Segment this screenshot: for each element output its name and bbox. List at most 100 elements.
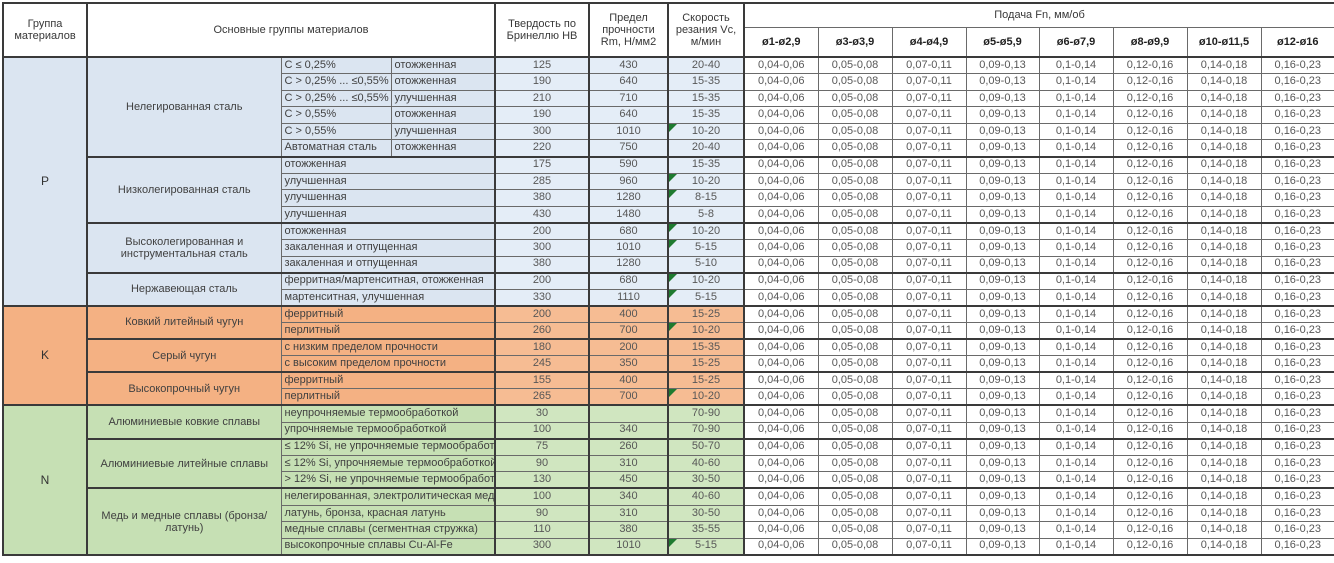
feed-value-cell: 0,05-0,08 — [817, 189, 893, 207]
comment-indicator-icon — [670, 389, 677, 398]
strength-cell: 400 — [588, 304, 669, 323]
feed-value-cell: 0,04-0,06 — [743, 371, 819, 390]
feed-value-cell: 0,05-0,08 — [817, 371, 893, 390]
feed-value-cell: 0,1-0,14 — [1038, 56, 1114, 75]
material-detail-cell: улучшенная — [280, 189, 496, 207]
feed-value-cell: 0,09-0,13 — [965, 304, 1040, 323]
feed-value-cell: 0,1-0,14 — [1038, 355, 1114, 373]
feed-value-cell: 0,16-0,23 — [1260, 371, 1334, 390]
feed-value-cell: 0,12-0,16 — [1112, 338, 1188, 357]
subgroup-cell: Высокопрочный чугун — [86, 371, 282, 406]
feed-value-cell: 0,07-0,11 — [891, 338, 967, 357]
material-detail-cell: с высоким пределом прочности — [280, 355, 496, 373]
feed-value-cell: 0,16-0,23 — [1260, 155, 1334, 174]
material-detail-cell: перлитный — [280, 322, 496, 340]
feed-value-cell: 0,09-0,13 — [965, 504, 1040, 523]
feed-value-cell: 0,07-0,11 — [891, 205, 967, 224]
feed-value-cell: 0,16-0,23 — [1260, 404, 1334, 423]
material-state-cell: отожженная — [390, 139, 496, 158]
cutting-speed-cell: 30-50 — [667, 471, 745, 489]
feed-value-cell: 0,07-0,11 — [891, 56, 967, 75]
feed-value-cell: 0,07-0,11 — [891, 504, 967, 523]
hardness-cell: 75 — [494, 437, 590, 456]
cutting-speed-cell: 70-90 — [667, 421, 745, 440]
feed-value-cell: 0,12-0,16 — [1112, 205, 1188, 224]
feed-value-cell: 0,09-0,13 — [965, 537, 1040, 556]
feed-value-cell: 0,05-0,08 — [817, 421, 893, 440]
strength-cell: 680 — [588, 271, 669, 290]
feed-value-cell: 0,09-0,13 — [965, 73, 1040, 91]
feed-value-cell: 0,16-0,23 — [1260, 172, 1334, 191]
feed-value-cell: 0,07-0,11 — [891, 388, 967, 406]
header-feed-d4: ø5-ø5,9 — [965, 26, 1040, 58]
feed-value-cell: 0,09-0,13 — [965, 454, 1040, 473]
subgroup-cell: Низколегированная сталь — [86, 155, 282, 224]
feed-value-cell: 0,12-0,16 — [1112, 454, 1188, 473]
table-row: улучшенная 285 960 10-20 0,04-0,06 0,05-0,08 0… — [3, 172, 1334, 191]
header-hardness: Твердость по Бринеллю HB — [494, 2, 590, 58]
feed-value-cell: 0,05-0,08 — [817, 355, 893, 373]
feed-value-cell: 0,07-0,11 — [891, 537, 967, 556]
material-detail-cell: ферритный — [280, 304, 496, 323]
strength-cell: 200 — [588, 338, 669, 357]
feed-value-cell: 0,04-0,06 — [743, 322, 819, 340]
feed-value-cell: 0,12-0,16 — [1112, 155, 1188, 174]
table-row: Алюминиевые литейные сплавы ≤ 12% Si, не … — [3, 437, 1334, 489]
feed-value-cell: 0,05-0,08 — [817, 304, 893, 323]
table-row: перлитный 265 700 10-20 0,04-0,06 0,05-0,08 0,… — [3, 388, 1334, 406]
cutting-speed-cell: 10-20 — [667, 122, 745, 141]
subgroup-cell: Алюминиевые ковкие сплавы — [86, 404, 282, 440]
header-feed-d8: ø12-ø16 — [1260, 26, 1334, 58]
feed-value-cell: 0,16-0,23 — [1260, 271, 1334, 290]
material-detail-cell: ≤ 12% Si, упрочняемые термообработкой — [280, 454, 496, 473]
feed-value-cell: 0,09-0,13 — [965, 487, 1040, 506]
feed-value-cell: 0,12-0,16 — [1112, 56, 1188, 75]
feed-value-cell: 0,14-0,18 — [1186, 504, 1262, 523]
feed-value-cell: 0,09-0,13 — [965, 338, 1040, 357]
feed-value-cell: 0,14-0,18 — [1186, 122, 1262, 141]
feed-value-cell: 0,16-0,23 — [1260, 487, 1334, 506]
feed-value-cell: 0,14-0,18 — [1186, 255, 1262, 274]
feed-value-cell: 0,05-0,08 — [817, 56, 893, 75]
feed-value-cell: 0,1-0,14 — [1038, 421, 1114, 440]
feed-value-cell: 0,16-0,23 — [1260, 537, 1334, 556]
subgroup-cell: Высоколегированная и инструментальная ст… — [86, 221, 282, 274]
cutting-speed-cell: 70-90 — [667, 404, 745, 423]
strength-cell: 340 — [588, 487, 669, 506]
feed-value-cell: 0,12-0,16 — [1112, 271, 1188, 290]
feed-value-cell: 0,14-0,18 — [1186, 155, 1262, 174]
feed-value-cell: 0,1-0,14 — [1038, 221, 1114, 241]
feed-value-cell: 0,14-0,18 — [1186, 338, 1262, 357]
feed-value-cell: 0,05-0,08 — [817, 338, 893, 357]
feed-value-cell: 0,1-0,14 — [1038, 388, 1114, 406]
feed-value-cell: 0,14-0,18 — [1186, 537, 1262, 556]
comment-indicator-icon — [670, 124, 677, 132]
feed-value-cell: 0,1-0,14 — [1038, 288, 1114, 307]
hardness-cell: 380 — [494, 255, 590, 274]
feed-value-cell: 0,1-0,14 — [1038, 255, 1114, 274]
feed-value-cell: 0,05-0,08 — [817, 239, 893, 257]
cutting-speed-cell: 15-35 — [667, 106, 745, 124]
feed-value-cell: 0,07-0,11 — [891, 73, 967, 91]
hardness-cell: 110 — [494, 521, 590, 539]
table-row: перлитный 260 700 10-20 0,04-0,06 0,05-0,08 0,… — [3, 322, 1334, 340]
feed-value-cell: 0,16-0,23 — [1260, 139, 1334, 158]
hardness-cell: 300 — [494, 122, 590, 141]
table-row: C > 0,55% отожженная 190 640 15-35 0,04-0,06 0… — [3, 106, 1334, 124]
feed-value-cell: 0,05-0,08 — [817, 322, 893, 340]
strength-cell: 1480 — [588, 205, 669, 224]
cutting-speed-cell: 20-40 — [667, 56, 745, 75]
feed-value-cell: 0,1-0,14 — [1038, 304, 1114, 323]
hardness-cell: 200 — [494, 221, 590, 241]
feed-value-cell: 0,07-0,11 — [891, 288, 967, 307]
header-feed-d3: ø4-ø4,9 — [891, 26, 967, 58]
feed-value-cell: 0,04-0,06 — [743, 288, 819, 307]
material-detail-cell: отожженная — [280, 155, 496, 174]
hardness-cell: 130 — [494, 471, 590, 489]
feed-value-cell: 0,05-0,08 — [817, 521, 893, 539]
feed-value-cell: 0,16-0,23 — [1260, 106, 1334, 124]
feed-value-cell: 0,1-0,14 — [1038, 404, 1114, 423]
feed-value-cell: 0,07-0,11 — [891, 371, 967, 390]
material-state-cell: улучшенная — [390, 122, 496, 141]
cutting-speed-cell: 15-35 — [667, 155, 745, 174]
